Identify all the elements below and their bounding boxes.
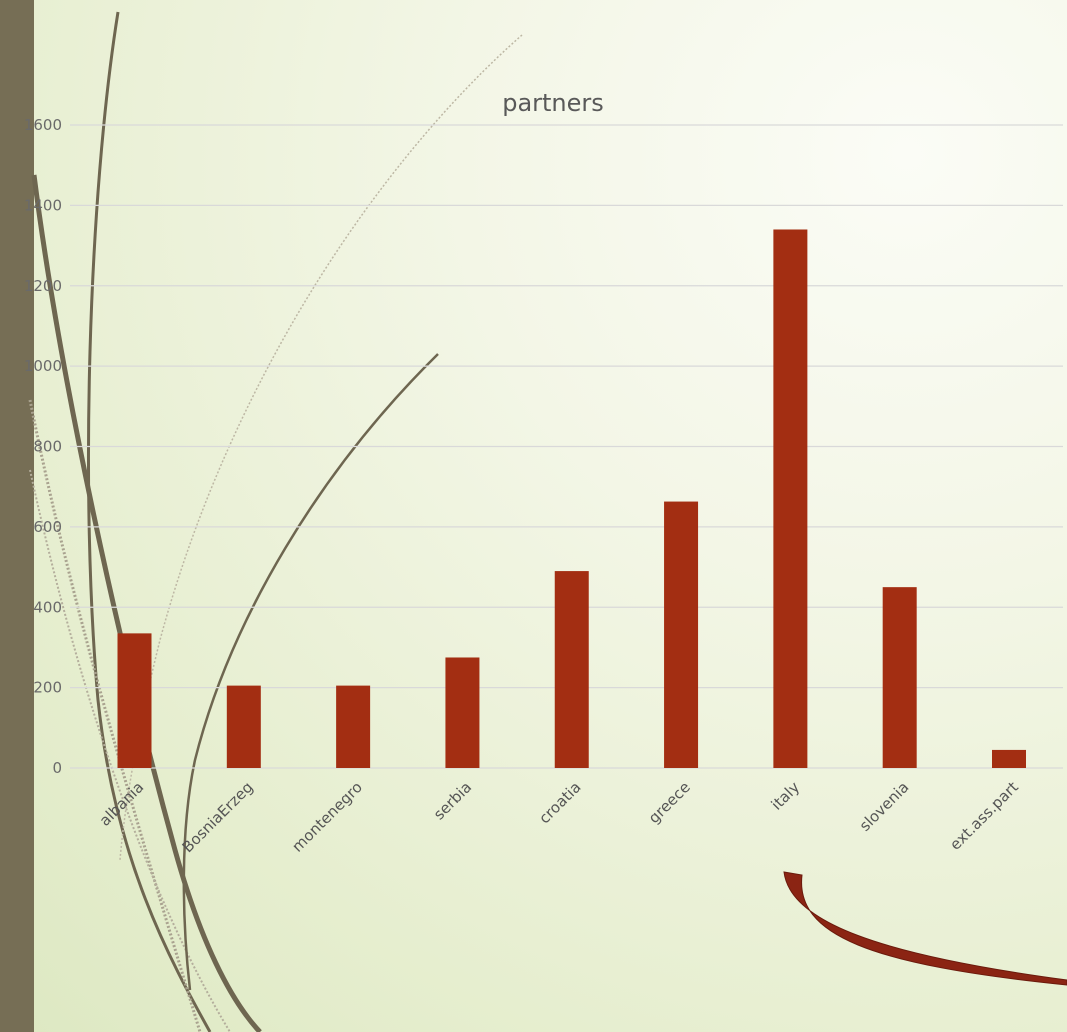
decorative-curl <box>783 871 1067 986</box>
y-axis-tick-labels: 0 200 400 600 800 1000 1200 1400 1600 <box>24 116 62 777</box>
y-tick-label: 1400 <box>24 196 62 214</box>
decorative-swooshes <box>28 11 523 1032</box>
bars <box>117 229 1026 769</box>
y-tick-label: 200 <box>33 679 62 697</box>
y-tick-label: 1200 <box>24 277 62 295</box>
x-tick-label: ext.ass.part <box>946 778 1022 854</box>
bar-italy <box>773 229 808 769</box>
bar-bosniaerzeg <box>226 685 261 768</box>
x-tick-label: croatia <box>535 778 584 827</box>
x-tick-label: montenegro <box>288 778 366 856</box>
bar-slovenia <box>882 587 917 768</box>
y-tick-label: 400 <box>33 598 62 616</box>
y-tick-label: 1600 <box>24 116 62 134</box>
bar-ext-ass-part <box>992 749 1026 768</box>
chart-title: partners <box>502 89 604 117</box>
y-tick-label: 600 <box>33 518 62 536</box>
bar-croatia <box>554 571 589 768</box>
x-tick-label: serbia <box>430 778 475 823</box>
x-tick-label: greece <box>645 778 694 827</box>
bar-montenegro <box>336 685 371 768</box>
bar-greece <box>664 501 699 768</box>
left-sidebar-bar <box>0 0 34 1032</box>
x-tick-label: slovenia <box>856 778 913 835</box>
y-tick-label: 0 <box>52 759 62 777</box>
bar-albania <box>117 633 152 768</box>
y-tick-label: 800 <box>33 438 62 456</box>
bar-serbia <box>445 657 480 768</box>
x-axis-category-labels: albania BosniaErzeg montenegro serbia croati… <box>96 778 1022 856</box>
y-tick-label: 1000 <box>24 357 62 375</box>
x-tick-label: italy <box>768 778 804 814</box>
